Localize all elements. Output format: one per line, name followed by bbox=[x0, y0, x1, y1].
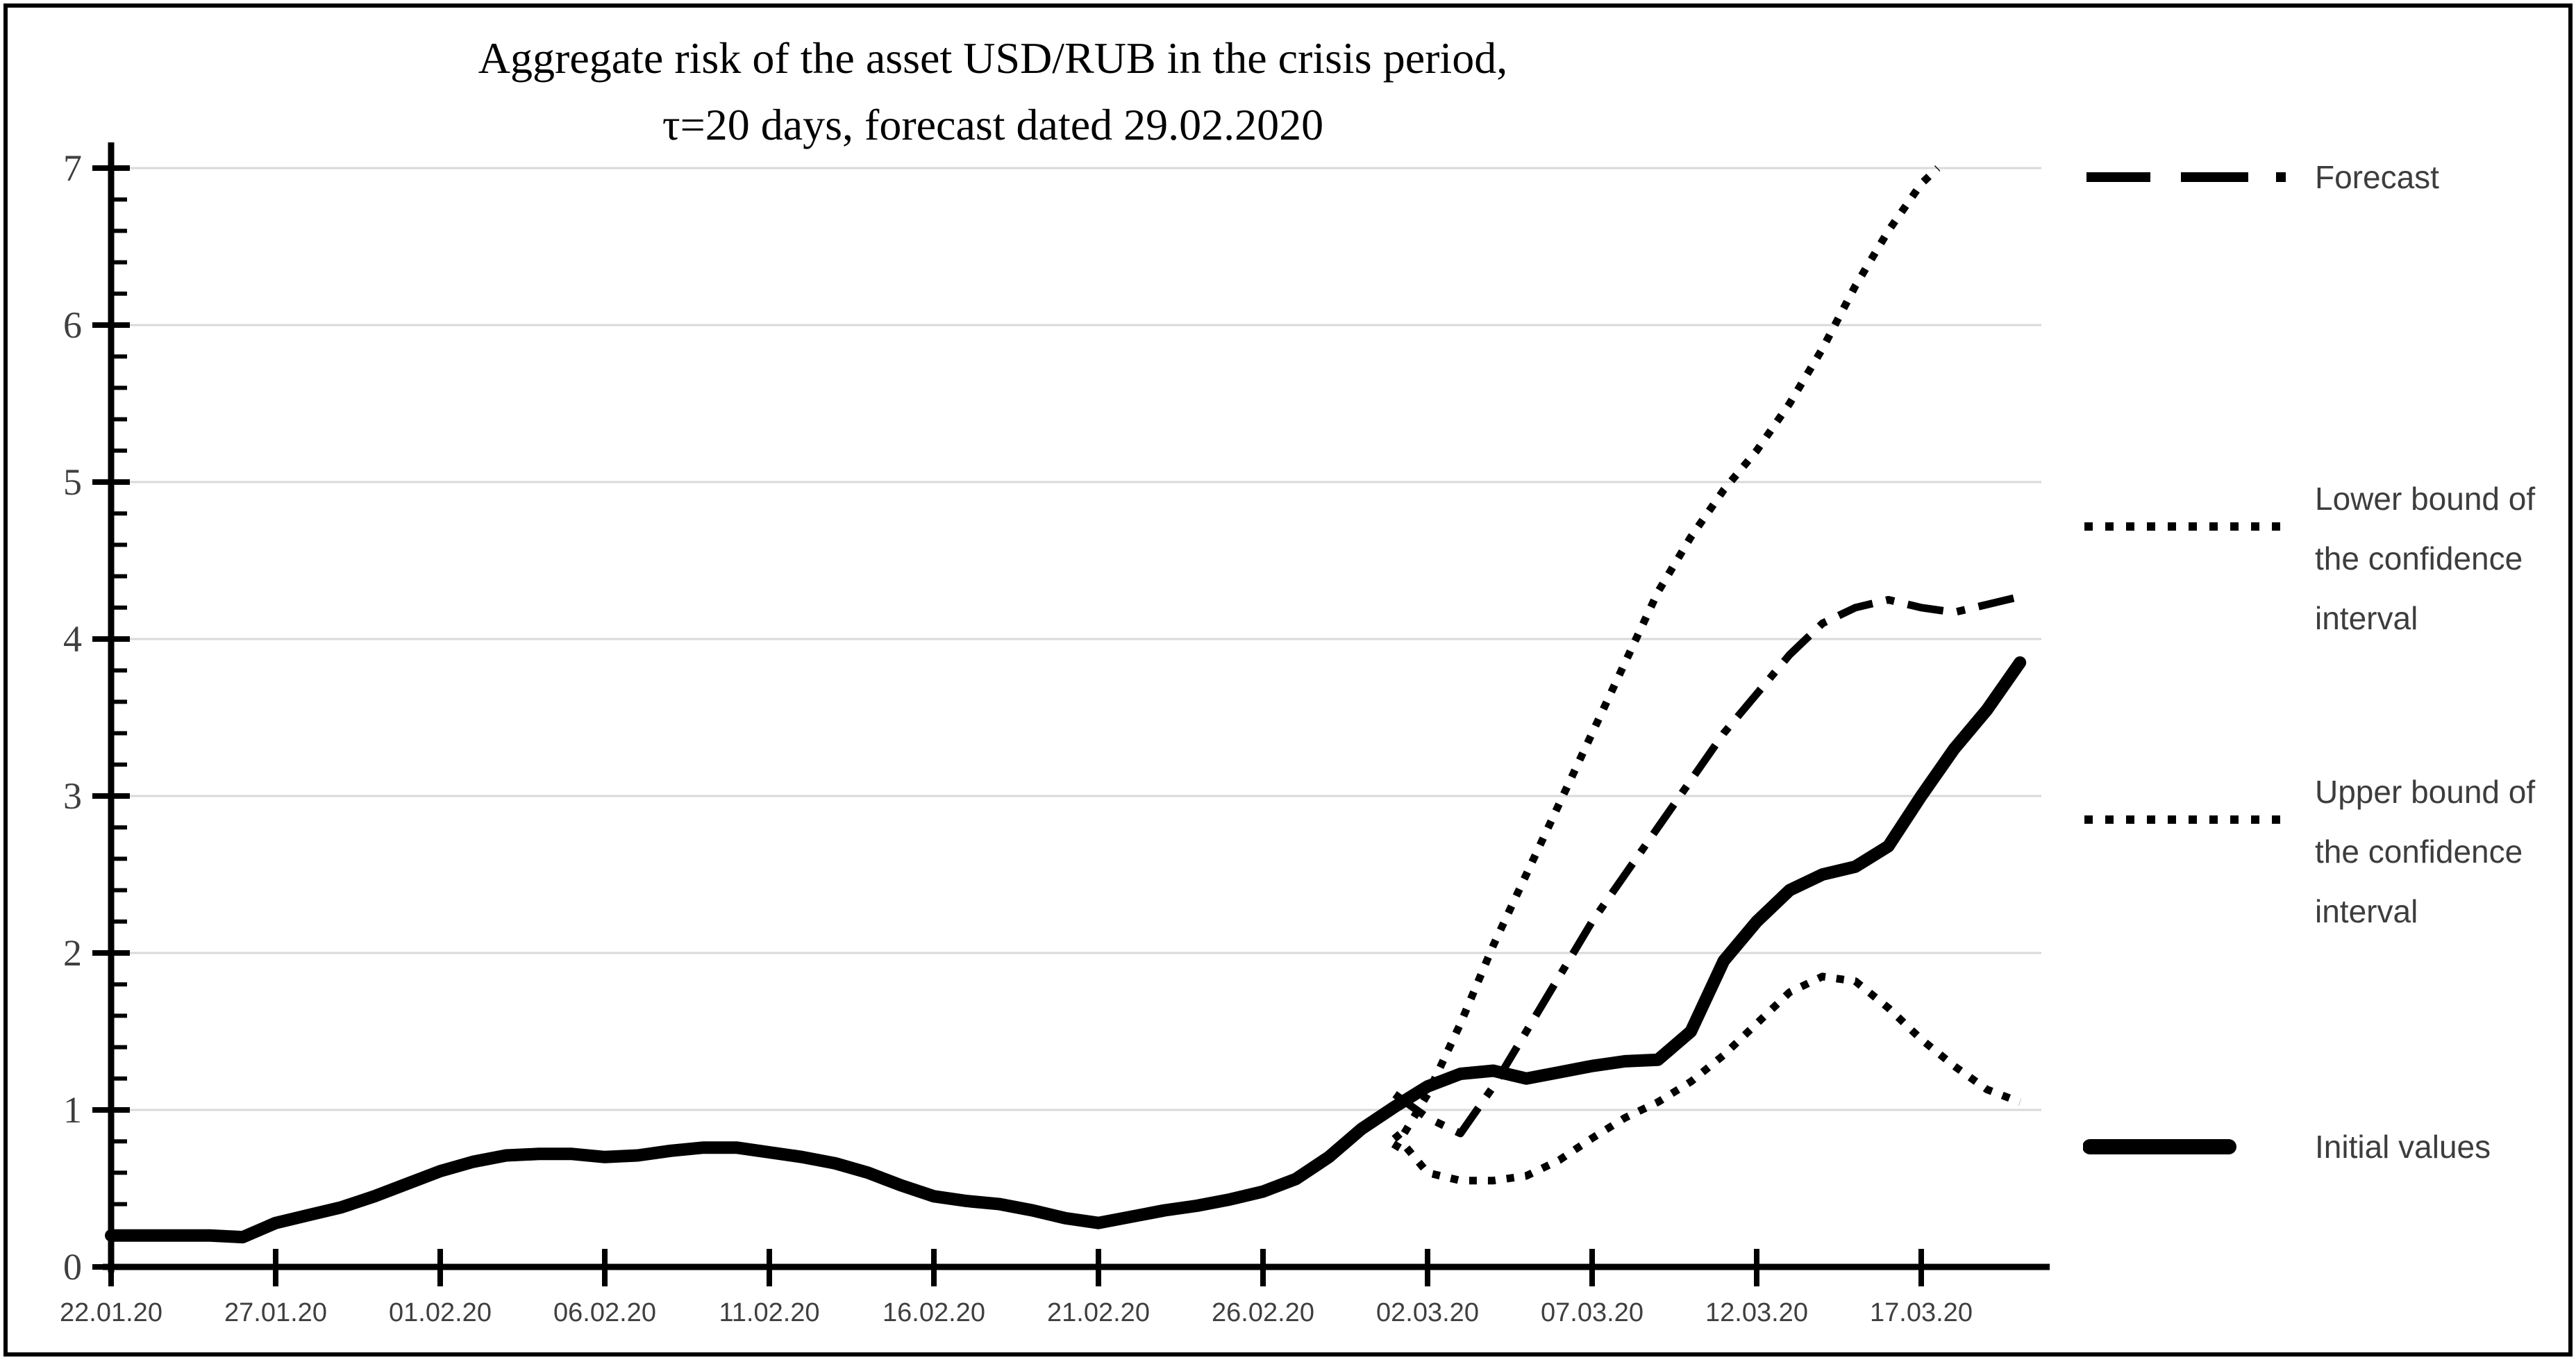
legend-item-forecast: Forecast bbox=[2083, 147, 2572, 207]
y-tick-label: 1 bbox=[63, 1089, 82, 1131]
legend-label: Forecast bbox=[2315, 159, 2439, 195]
x-tick-label: 27.01.20 bbox=[224, 1298, 327, 1327]
chart-title-line2: τ=20 days, forecast dated 29.02.2020 bbox=[662, 100, 1324, 149]
x-tick-label: 06.02.20 bbox=[553, 1298, 656, 1327]
y-tick-label: 5 bbox=[63, 461, 82, 503]
x-tick-label: 02.03.20 bbox=[1376, 1298, 1479, 1327]
x-tick-label: 21.02.20 bbox=[1047, 1298, 1150, 1327]
legend-item-upper-bound: Upper bound of the confidence interval bbox=[2083, 762, 2572, 941]
y-tick-label: 3 bbox=[63, 775, 82, 817]
x-tick-label: 07.03.20 bbox=[1541, 1298, 1644, 1327]
legend-label: Upper bound of the confidence interval bbox=[2315, 774, 2536, 929]
x-tick-label: 22.01.20 bbox=[60, 1298, 162, 1327]
y-tick-label: 2 bbox=[63, 932, 82, 974]
x-tick-label: 16.02.20 bbox=[883, 1298, 985, 1327]
x-tick-label: 11.02.20 bbox=[719, 1298, 819, 1327]
legend-item-lower-bound: Lower bound of the confidence interval bbox=[2083, 469, 2572, 648]
y-tick-label: 7 bbox=[63, 147, 82, 189]
x-tick-label: 01.02.20 bbox=[389, 1298, 492, 1327]
y-tick-label: 6 bbox=[63, 304, 82, 346]
x-tick-label: 12.03.20 bbox=[1705, 1298, 1808, 1327]
dotted-line-swatch bbox=[2084, 815, 2291, 824]
x-tick-label: 26.02.20 bbox=[1212, 1298, 1314, 1327]
x-tick-label: 17.03.20 bbox=[1870, 1298, 1973, 1327]
legend-label: Initial values bbox=[2315, 1129, 2491, 1165]
series-line-upper-bound bbox=[1391, 165, 1941, 1152]
series-line-initial-values bbox=[105, 656, 2027, 1244]
legend-item-initial-values: Initial values bbox=[2083, 1117, 2572, 1177]
chart-title-line1: Aggregate risk of the asset USD/RUB in t… bbox=[478, 33, 1508, 83]
y-tick-label: 0 bbox=[63, 1246, 82, 1288]
forecast-line-swatch bbox=[2086, 172, 2291, 182]
solid-line-swatch bbox=[2083, 1139, 2236, 1154]
chart-title: Aggregate risk of the asset USD/RUB in t… bbox=[181, 25, 1805, 158]
series-line-lower-bound bbox=[1391, 972, 2022, 1185]
series-line-forecast bbox=[1392, 592, 2021, 1138]
y-tick-label: 4 bbox=[63, 618, 82, 660]
figure-border bbox=[3, 3, 2573, 1357]
legend-label: Lower bound of the confidence interval bbox=[2315, 481, 2536, 636]
dotted-line-swatch bbox=[2084, 522, 2291, 531]
